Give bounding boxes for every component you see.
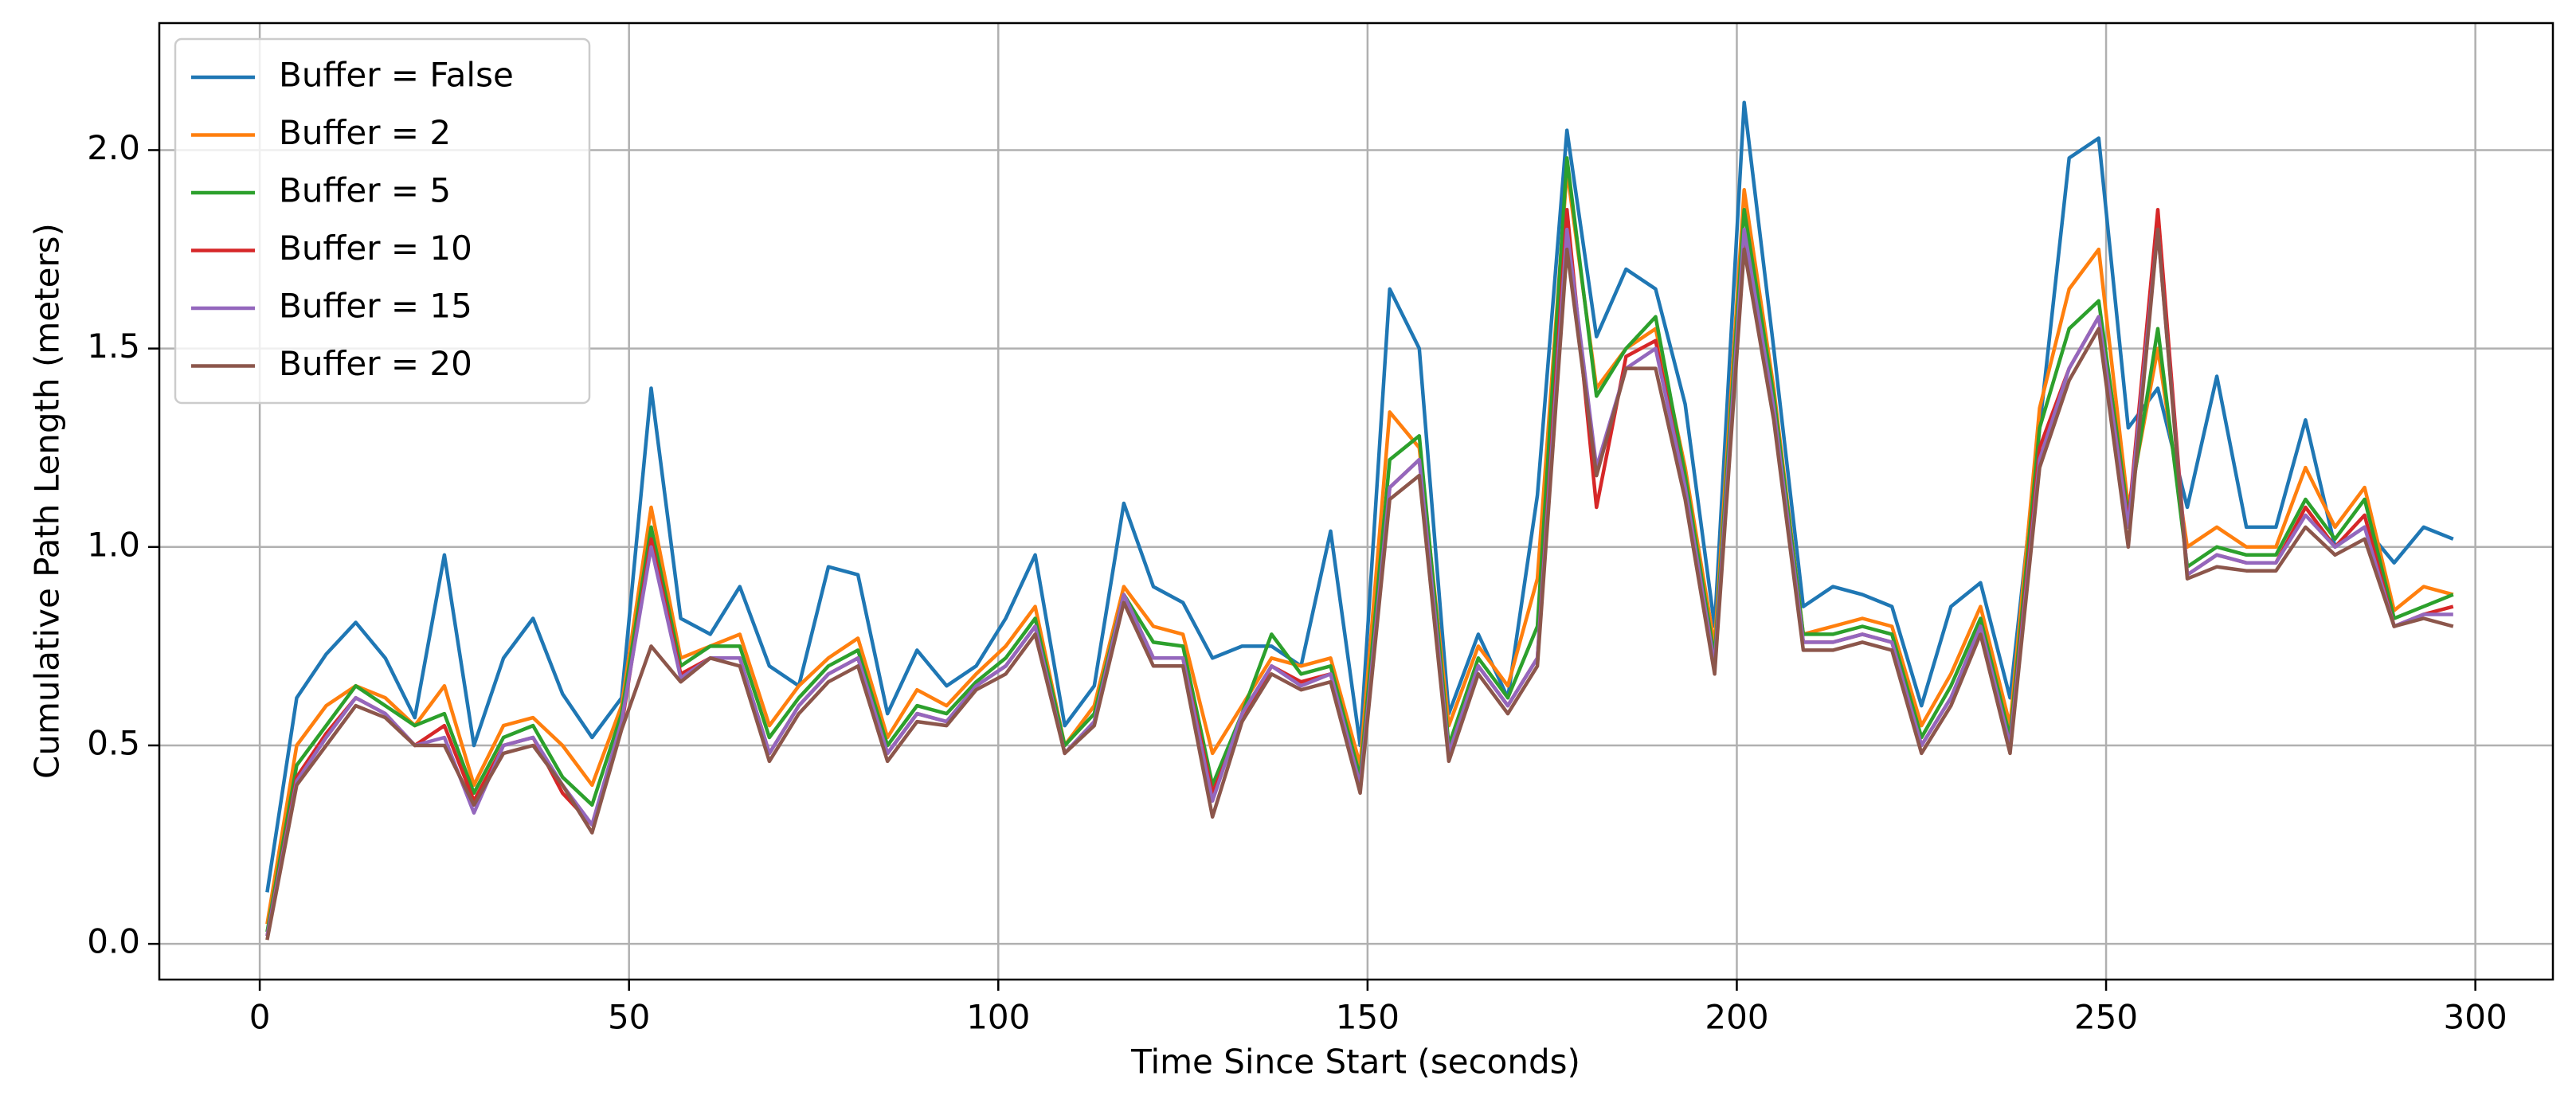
legend-label: Buffer = 15 — [279, 287, 472, 326]
y-tick-label: 1.0 — [87, 525, 140, 564]
plot-frame — [158, 22, 2554, 981]
x-tick-label: 0 — [249, 998, 271, 1037]
legend: Buffer = False Buffer = 2 Buffer = 5 Buffer… — [174, 37, 591, 405]
line-series — [265, 227, 2454, 941]
legend-label: Buffer = 10 — [279, 229, 472, 268]
y-tick-label: 2.0 — [87, 128, 140, 167]
x-tick-label: 50 — [608, 998, 650, 1037]
legend-label: Buffer = False — [279, 56, 514, 95]
legend-label: Buffer = 20 — [279, 344, 472, 383]
y-axis-label: Cumulative Path Length (meters) — [28, 223, 67, 779]
y-tick-label: 0.0 — [87, 922, 140, 961]
legend-label: Buffer = 2 — [279, 113, 451, 152]
x-tick-label: 250 — [2074, 998, 2138, 1037]
y-tick-label: 1.5 — [87, 327, 140, 366]
x-tick-label: 300 — [2444, 998, 2507, 1037]
x-axis-label: Time Since Start (seconds) — [1130, 1042, 1580, 1082]
line-series — [265, 227, 2453, 937]
x-tick-label: 100 — [966, 998, 1030, 1037]
legend-frame — [174, 37, 591, 405]
x-tick-label: 150 — [1336, 998, 1400, 1037]
y-tick-label: 0.5 — [87, 723, 140, 762]
legend-label: Buffer = 5 — [279, 171, 451, 210]
x-tick-label: 200 — [1705, 998, 1768, 1037]
